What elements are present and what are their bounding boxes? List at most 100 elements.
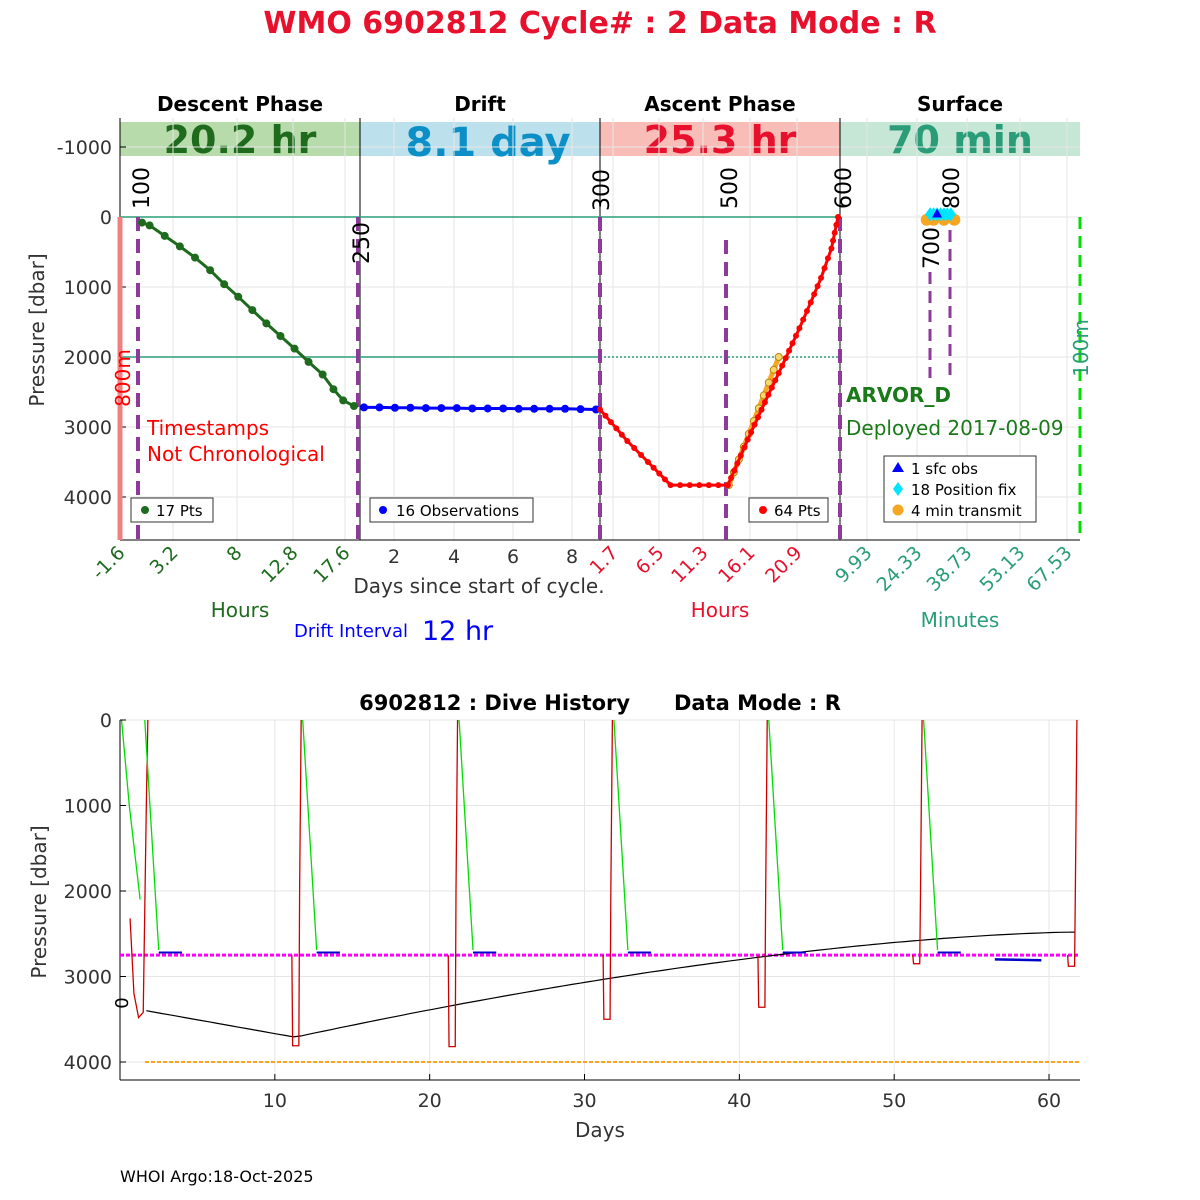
surface-series [920,207,961,226]
position-fix-point [945,207,956,222]
bottom-y-tick-label: 0 [100,710,112,732]
ascent-point [779,362,786,369]
surface-x-tick-label: 24.33 [873,542,927,596]
descent-x-tick-label: -1.6 [88,542,130,584]
top-y-tick-label: 0 [100,207,112,229]
ascent-trace [129,719,149,1019]
position-fix-legend-marker [893,482,903,496]
drift-point [545,404,554,413]
ascent-point [792,332,799,339]
drift-phase-title: Drift [454,92,506,116]
descent-trace [302,719,318,951]
ascent-companion-point [769,365,778,374]
top-y-axis-label: Pressure [dbar] [25,253,49,406]
descent-point [160,231,169,240]
ascent-point [644,459,651,465]
ascent-point [667,482,674,489]
ascent-companion-point [774,353,783,361]
drift-x-tick-label: 8 [566,546,578,568]
figure-title: WMO 6902812 Cycle# : 2 Data Mode : R [263,6,936,41]
descent-legend-text: 17 Pts [156,502,203,520]
ascent-point [728,474,735,481]
drift-point [576,405,585,414]
descent-trace [922,719,939,951]
ascent-trace [447,719,459,1048]
drift-point [468,404,477,413]
descent-x-tick-label: 3.2 [146,542,183,579]
surface-phase-title: Surface [917,92,1003,116]
descent-point [234,292,243,301]
descent-point [262,319,271,328]
sfc-obs-point [932,208,943,218]
marker-700-label: 700 [920,227,945,269]
surface-legend: 1 sfc obs 18 Position fix 4 min transmit [883,455,1037,523]
drift-x-tick-label: 4 [448,546,460,568]
drift-point [375,403,384,412]
ascent-x-tick-label: 6.5 [632,542,669,579]
bottom-grid [120,719,1080,1080]
top-y-ticks: -1000 0 1000 2000 3000 4000 [57,137,126,509]
ascent-point [833,221,840,228]
descent-line [141,221,355,408]
ascent-point [597,406,603,413]
ascent-point [821,265,828,272]
drift-point [452,404,461,413]
drift-point [499,404,508,413]
surface-x-tick-label: 67.53 [1023,542,1077,596]
top-y-tick-label: 2000 [64,347,112,369]
surface-x-tick-label: 53.13 [976,542,1030,596]
drift-point [530,404,539,413]
descent-duration: 20.2 hr [164,118,317,162]
descent-point [350,402,358,410]
transmit-legend-text: 4 min transmit [911,502,1022,520]
right-depth-label: 100m [1069,319,1093,377]
bottom-y-tick-label: 2000 [64,881,112,903]
dive-history-series [120,719,1078,1048]
bottom-x-tick-label: 50 [882,1090,906,1112]
top-y-tick-label: -1000 [57,137,112,159]
descent-point [138,218,146,227]
sfc-obs-legend-marker [892,462,904,472]
float-type: ARVOR_D [846,383,951,407]
ascent-companion-point [764,378,773,387]
bottom-x-tick-label: 60 [1037,1090,1061,1112]
drift-legend: 16 Observations [369,497,534,523]
ascent-point [775,370,782,377]
ascent-point [650,464,657,471]
bottom-side-label: 0 [112,997,133,1008]
marker-500-label: 500 [718,167,743,209]
descent-trace [768,719,784,951]
surface-duration-bar [840,122,1080,156]
sfc-obs-legend-text: 1 sfc obs [911,460,978,478]
ascent-point [835,214,841,220]
descent-point [145,221,154,230]
descent-legend-marker [141,506,149,514]
descent-point [248,306,257,315]
drift-line [364,405,597,411]
ascent-duration: 25.3 hr [644,118,797,162]
ascent-x-tick-label: 11.3 [667,542,712,587]
ascent-x-tick-label: 16.1 [714,542,759,587]
ascent-point [807,299,814,306]
ascent-point [824,255,831,262]
bottom-x-axis-label: Days [575,1118,625,1142]
drift-point [390,403,399,412]
ascent-point [715,482,722,489]
ascent-point [786,347,793,354]
descent-x-tick-label: 8 [222,542,246,566]
ascent-legend-text: 64 Pts [774,502,821,520]
ascent-trace [291,719,302,1047]
ascent-point [731,467,738,474]
top-y-tick-label: 3000 [64,417,112,439]
descent-point [206,266,215,275]
drift-x-tick-label: 2 [388,546,400,568]
drift-trace [994,958,1042,962]
ascent-point [828,245,835,252]
ascent-point [724,482,731,489]
drift-legend-marker [379,506,387,514]
ascent-legend: 64 Pts [748,497,829,523]
descent-point [191,253,199,262]
ascent-point [800,316,807,323]
drift-point [437,404,446,413]
